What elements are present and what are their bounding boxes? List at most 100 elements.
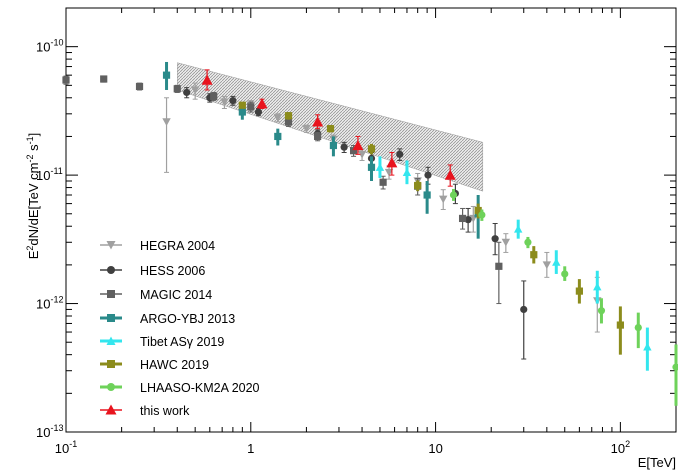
data-point <box>561 270 569 278</box>
y-tick-label-base: 10 <box>36 40 50 55</box>
data-point <box>474 206 482 215</box>
data-point <box>643 342 652 351</box>
x-tick-label-text: 10 <box>428 441 442 456</box>
x-tick-label-exponent: 2 <box>625 439 630 449</box>
axis-ticks <box>65 7 677 433</box>
legend-label: HAWC 2019 <box>140 358 209 372</box>
data-point <box>256 98 268 109</box>
data-point <box>100 75 108 83</box>
data-point <box>593 282 602 291</box>
data-point <box>238 101 246 109</box>
legend-item: this work <box>100 404 190 418</box>
legend-item: Tibet ASγ 2019 <box>100 335 224 349</box>
y-tick-label-base: 10 <box>36 297 50 312</box>
data-point <box>367 163 376 171</box>
data-point <box>478 211 486 219</box>
square-marker-icon <box>107 314 115 322</box>
data-point <box>514 224 523 233</box>
data-point <box>284 112 293 120</box>
data-point <box>135 82 144 91</box>
data-point <box>62 76 70 84</box>
data-point <box>329 141 338 150</box>
data-point <box>464 216 472 224</box>
data-point <box>501 238 511 247</box>
data-point <box>439 195 448 204</box>
data-point <box>173 85 181 93</box>
y-tick-label: 10-11 <box>36 166 63 183</box>
x-tick-label-base: 10 <box>55 441 69 456</box>
data-point <box>183 88 191 97</box>
y-tick-label-base: 10 <box>36 425 50 440</box>
data-point <box>597 307 606 315</box>
data-point <box>357 150 367 159</box>
x-tick-label-exponent: -1 <box>69 439 77 449</box>
data-point <box>314 132 322 141</box>
circle-marker-icon <box>107 266 115 274</box>
data-point <box>284 118 293 126</box>
data-point <box>220 98 229 107</box>
data-point <box>229 97 237 105</box>
data-point <box>449 191 458 199</box>
legend-label: ARGO-YBJ 2013 <box>140 312 235 326</box>
square-marker-icon <box>107 290 115 298</box>
data-point <box>402 168 412 176</box>
data-point <box>273 114 282 122</box>
y-tick-label-exponent: -10 <box>50 38 63 48</box>
plot-frame <box>65 7 677 433</box>
x-tick-label: 1 <box>247 441 254 456</box>
data-point <box>312 116 324 127</box>
square-marker-icon <box>107 360 115 368</box>
data-series <box>201 69 456 187</box>
data-point <box>424 171 432 179</box>
data-point <box>634 323 642 332</box>
data-series <box>183 87 528 360</box>
triangle-up-marker-icon <box>105 404 117 415</box>
data-series <box>449 188 678 406</box>
data-point <box>352 140 364 151</box>
legend-label: Tibet ASγ 2019 <box>140 335 224 349</box>
triangle-up-marker-icon <box>106 336 116 345</box>
data-point <box>386 157 398 168</box>
legend-item: HESS 2006 <box>100 264 205 278</box>
data-point <box>210 92 218 101</box>
data-point <box>444 169 456 180</box>
data-point <box>379 178 387 186</box>
data-point <box>238 108 246 116</box>
x-axis-title: E[TeV] <box>638 455 676 470</box>
x-tick-label: 102 <box>611 439 630 456</box>
data-point <box>530 251 538 259</box>
data-point <box>201 74 213 85</box>
x-tick-label: 10-1 <box>55 439 77 456</box>
data-point <box>384 168 394 177</box>
data-point <box>274 132 282 141</box>
data-point <box>349 147 358 155</box>
y-tick-label-exponent: -12 <box>50 295 63 305</box>
data-series <box>62 75 503 305</box>
data-point <box>162 71 171 79</box>
legend-item: MAGIC 2014 <box>100 288 212 302</box>
data-point <box>575 287 583 295</box>
data-point <box>375 163 385 171</box>
data-point <box>616 321 624 329</box>
data-point <box>524 238 532 246</box>
x-tick-label-text: 1 <box>247 441 254 456</box>
data-series <box>162 61 482 239</box>
data-point <box>302 125 311 133</box>
data-point <box>542 261 552 270</box>
data-point <box>672 363 678 371</box>
legend-label: this work <box>140 404 190 418</box>
y-tick-label-exponent: -11 <box>50 166 62 176</box>
data-point <box>254 108 263 116</box>
y-tick-label-exponent: -13 <box>50 423 63 433</box>
y-tick-label-base: 10 <box>36 168 50 183</box>
data-point <box>396 150 404 158</box>
y-tick-label: 10-12 <box>36 295 63 312</box>
data-point <box>458 214 467 223</box>
x-tick-labels: 10-1 1 10 102 <box>55 439 630 456</box>
data-points-layer <box>62 61 678 406</box>
data-series <box>375 156 652 371</box>
legend-item: HEGRA 2004 <box>100 239 215 253</box>
